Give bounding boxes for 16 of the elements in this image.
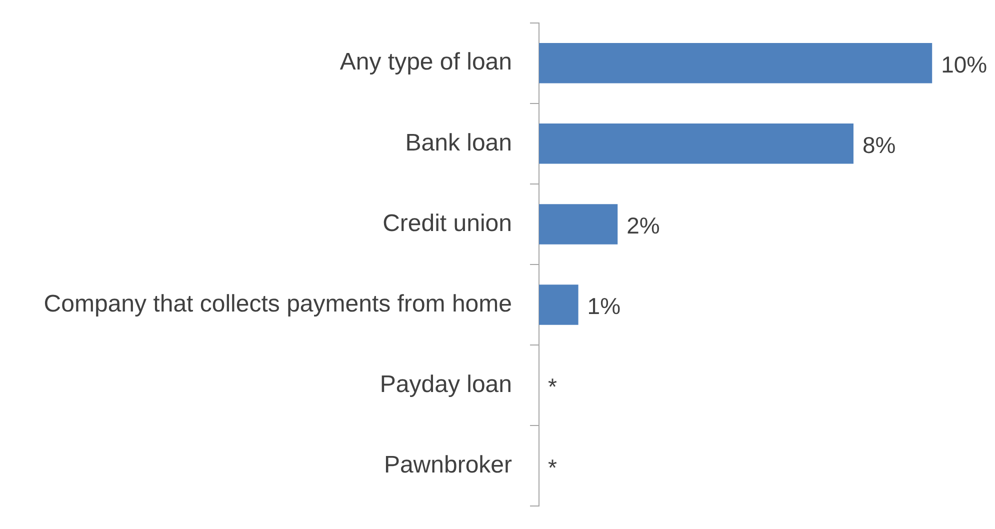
data-label: 1% xyxy=(587,293,621,320)
data-label: 2% xyxy=(626,212,660,239)
bar xyxy=(539,124,854,164)
data-label: 10% xyxy=(941,51,988,78)
y-tick-label: Payday loan xyxy=(380,370,512,398)
bar xyxy=(539,42,932,84)
y-tick-label: Company that collects payments from home xyxy=(44,290,512,318)
y-tick-label: Pawnbroker xyxy=(384,452,512,479)
bar xyxy=(539,284,578,325)
y-tick-label: Credit union xyxy=(382,210,512,237)
data-label: 8% xyxy=(862,132,896,158)
bar xyxy=(539,204,618,244)
y-tick-label: Any type of loan xyxy=(340,48,512,76)
y-tick-label: Bank loan xyxy=(405,129,512,156)
text: * xyxy=(548,374,557,400)
text: * xyxy=(548,454,557,480)
